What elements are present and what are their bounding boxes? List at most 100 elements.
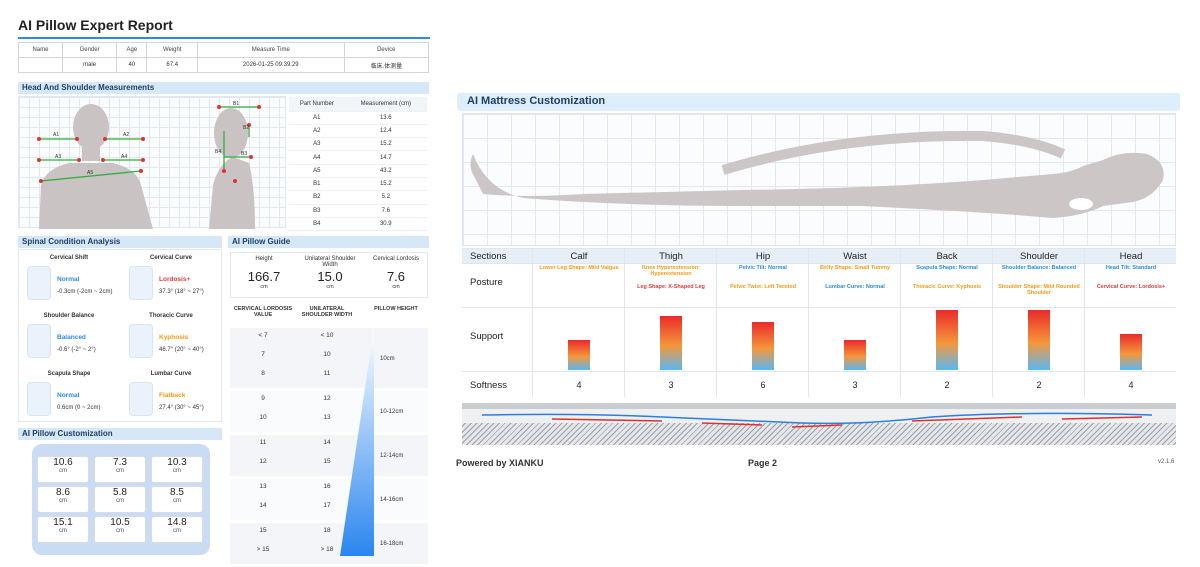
support-bar xyxy=(1120,334,1142,370)
spinal-item: Thoracic Curve Kyphosis 46.7° (20° ~ 40°) xyxy=(121,308,221,364)
pillow-cell: 14.8 cm xyxy=(151,516,203,543)
support-bar xyxy=(844,340,866,370)
pillow-height-wedge xyxy=(340,328,374,556)
spinal-status: Kyphosis xyxy=(159,334,189,341)
info-header: Age xyxy=(116,42,148,58)
spinal-label: Lumbar Curve xyxy=(150,371,192,377)
shoulder-width-value: 15 xyxy=(323,458,331,465)
powered-by: Powered by XIANKU xyxy=(456,458,544,468)
pillow-cell-value: 15.1 xyxy=(53,517,73,528)
spine-figure-icon xyxy=(27,266,51,300)
shoulder-width-value: > 18 xyxy=(320,546,334,553)
spinal-label: Thoracic Curve xyxy=(149,313,193,319)
mattress-column: Waist Belly Shape: Small Tummy Lumbar Curv… xyxy=(808,249,900,397)
part-measure: 43.2 xyxy=(344,164,427,178)
pillow-cell: 10.3 cm xyxy=(151,456,203,483)
softness-value: 4 xyxy=(1128,380,1134,390)
support-bar xyxy=(752,322,774,370)
title-underline xyxy=(18,37,430,39)
info-table: Name Gender Age Weight Measure Time Device ma… xyxy=(18,42,430,73)
metric-value: 7.6 xyxy=(386,269,406,284)
shoulder-width-value: < 10 xyxy=(320,332,334,339)
guide-col-header: PILLOW HEIGHT xyxy=(374,306,418,312)
guide-table: CERVICAL LORDOSIS VALUE UNILATERAL SHOUL… xyxy=(230,304,428,567)
mattress-column: Head Head Tilt: Standard Cervical Curve: L… xyxy=(1084,249,1176,397)
posture-note: Belly Shape: Small Tummy xyxy=(820,265,890,271)
support-bar-area xyxy=(1085,309,1177,370)
metric-unit: cm xyxy=(392,284,400,290)
softness-value: 6 xyxy=(760,380,766,390)
label-b3: B3 xyxy=(241,151,247,157)
label-a4: A4 xyxy=(121,154,127,160)
pillow-cell-value: 8.6 xyxy=(56,487,70,498)
section-name: Waist xyxy=(843,251,867,262)
posture-note: Lower Leg Shape: Mild Valgus xyxy=(539,265,619,271)
head-section-header: Head And Shoulder Measurements xyxy=(18,82,429,94)
front-lines xyxy=(39,138,143,182)
body-scan-figures: A1 A2 A3 A4 A5 B1 B2 B3 B4 xyxy=(37,101,261,229)
pillow-cell: 10.6 cm xyxy=(37,456,89,483)
part-measure: 15.2 xyxy=(344,137,427,152)
spinal-value: 0.6cm (0 ~ 2cm) xyxy=(57,405,101,411)
spine-figure-icon xyxy=(27,382,51,416)
part-measure: 7.6 xyxy=(344,204,427,218)
part-number: A4 xyxy=(289,150,345,165)
pillow-cell: 8.5 cm xyxy=(151,486,203,513)
info-header: Device xyxy=(343,42,430,58)
pillow-cell: 8.6 cm xyxy=(37,486,89,513)
label-a3: A3 xyxy=(55,154,61,160)
pillow-cell-value: 10.5 xyxy=(110,517,130,528)
parts-table: Part Number Measurement (cm) A1 13.6 A2 12.4… xyxy=(289,97,427,232)
pillow-cell-unit: cm xyxy=(116,498,124,504)
label-b4: B4 xyxy=(215,149,221,155)
guide-group: 11 14 12 15 12-14cm xyxy=(230,435,428,479)
guide-metric: Unilateral Shoulder Width 15.0 cm xyxy=(297,256,363,290)
posture-note: Lumbar Curve: Normal xyxy=(825,284,885,290)
softness-value: 4 xyxy=(576,380,582,390)
shoulder-width-value: 16 xyxy=(323,483,331,490)
spinal-status: Normal xyxy=(57,392,80,399)
guide-section-header: AI Pillow Guide xyxy=(228,236,429,248)
lordosis-value: 13 xyxy=(259,483,267,490)
spinal-panel: Cervical Shift Normal -0.3cm (-2cm ~ 2cm) C… xyxy=(18,249,222,422)
parts-row: A3 15.2 xyxy=(289,137,427,152)
pillow-cell-value: 10.6 xyxy=(53,457,73,468)
lordosis-value: < 7 xyxy=(258,332,268,339)
mattress-column: Hip Pelvic Tilt: Normal Pelvic Twist: Left… xyxy=(716,249,808,397)
pillow-cell: 5.8 cm xyxy=(94,486,146,513)
spinal-label: Cervical Shift xyxy=(49,255,89,261)
softness-value: 3 xyxy=(668,380,674,390)
parts-row: A5 43.2 xyxy=(289,164,427,178)
pillow-cell-value: 8.5 xyxy=(170,487,184,498)
version: v2.1.6 xyxy=(1158,459,1175,465)
pillow-cell: 10.5 cm xyxy=(94,516,146,543)
part-number: A2 xyxy=(289,124,345,139)
support-curve xyxy=(462,409,1176,428)
label-a5: A5 xyxy=(87,170,93,176)
support-bar-area xyxy=(809,309,901,370)
guide-col-header: CERVICAL LORDOSIS VALUE xyxy=(233,306,293,318)
lordosis-value: 11 xyxy=(259,439,267,446)
part-number: B3 xyxy=(289,204,345,218)
posture-note: Thoracic Curve: Kyphosis xyxy=(912,284,982,290)
mattress-header-bar xyxy=(457,93,1180,111)
support-bar-area xyxy=(625,309,717,370)
sections-row xyxy=(462,249,1176,263)
parts-row: A1 13.6 xyxy=(289,111,427,125)
spinal-value: -0.3cm (-2cm ~ 2cm) xyxy=(57,289,113,295)
guide-metric: Height 166.7 cm xyxy=(231,256,297,290)
posture-note: Shoulder Shape: Mild Rounded Shoulder xyxy=(998,284,1080,296)
support-bar xyxy=(568,340,590,370)
part-measure: 13.6 xyxy=(344,111,427,125)
spine-figure-icon xyxy=(129,266,153,300)
pillow-height-range: 10cm xyxy=(380,355,395,362)
lying-body-figure xyxy=(470,130,1164,218)
part-number: B1 xyxy=(289,177,345,192)
spinal-status: Lordosis+ xyxy=(159,276,191,283)
part-measure: 15.2 xyxy=(344,177,427,192)
pillow-cell-unit: cm xyxy=(59,528,67,534)
guide-group: 13 16 14 17 14-16cm xyxy=(230,479,428,523)
spinal-value: -0.6° (-2° ~ 2°) xyxy=(57,347,96,353)
lordosis-value: 12 xyxy=(259,458,267,465)
info-value: 临床.体测量 xyxy=(343,57,430,73)
